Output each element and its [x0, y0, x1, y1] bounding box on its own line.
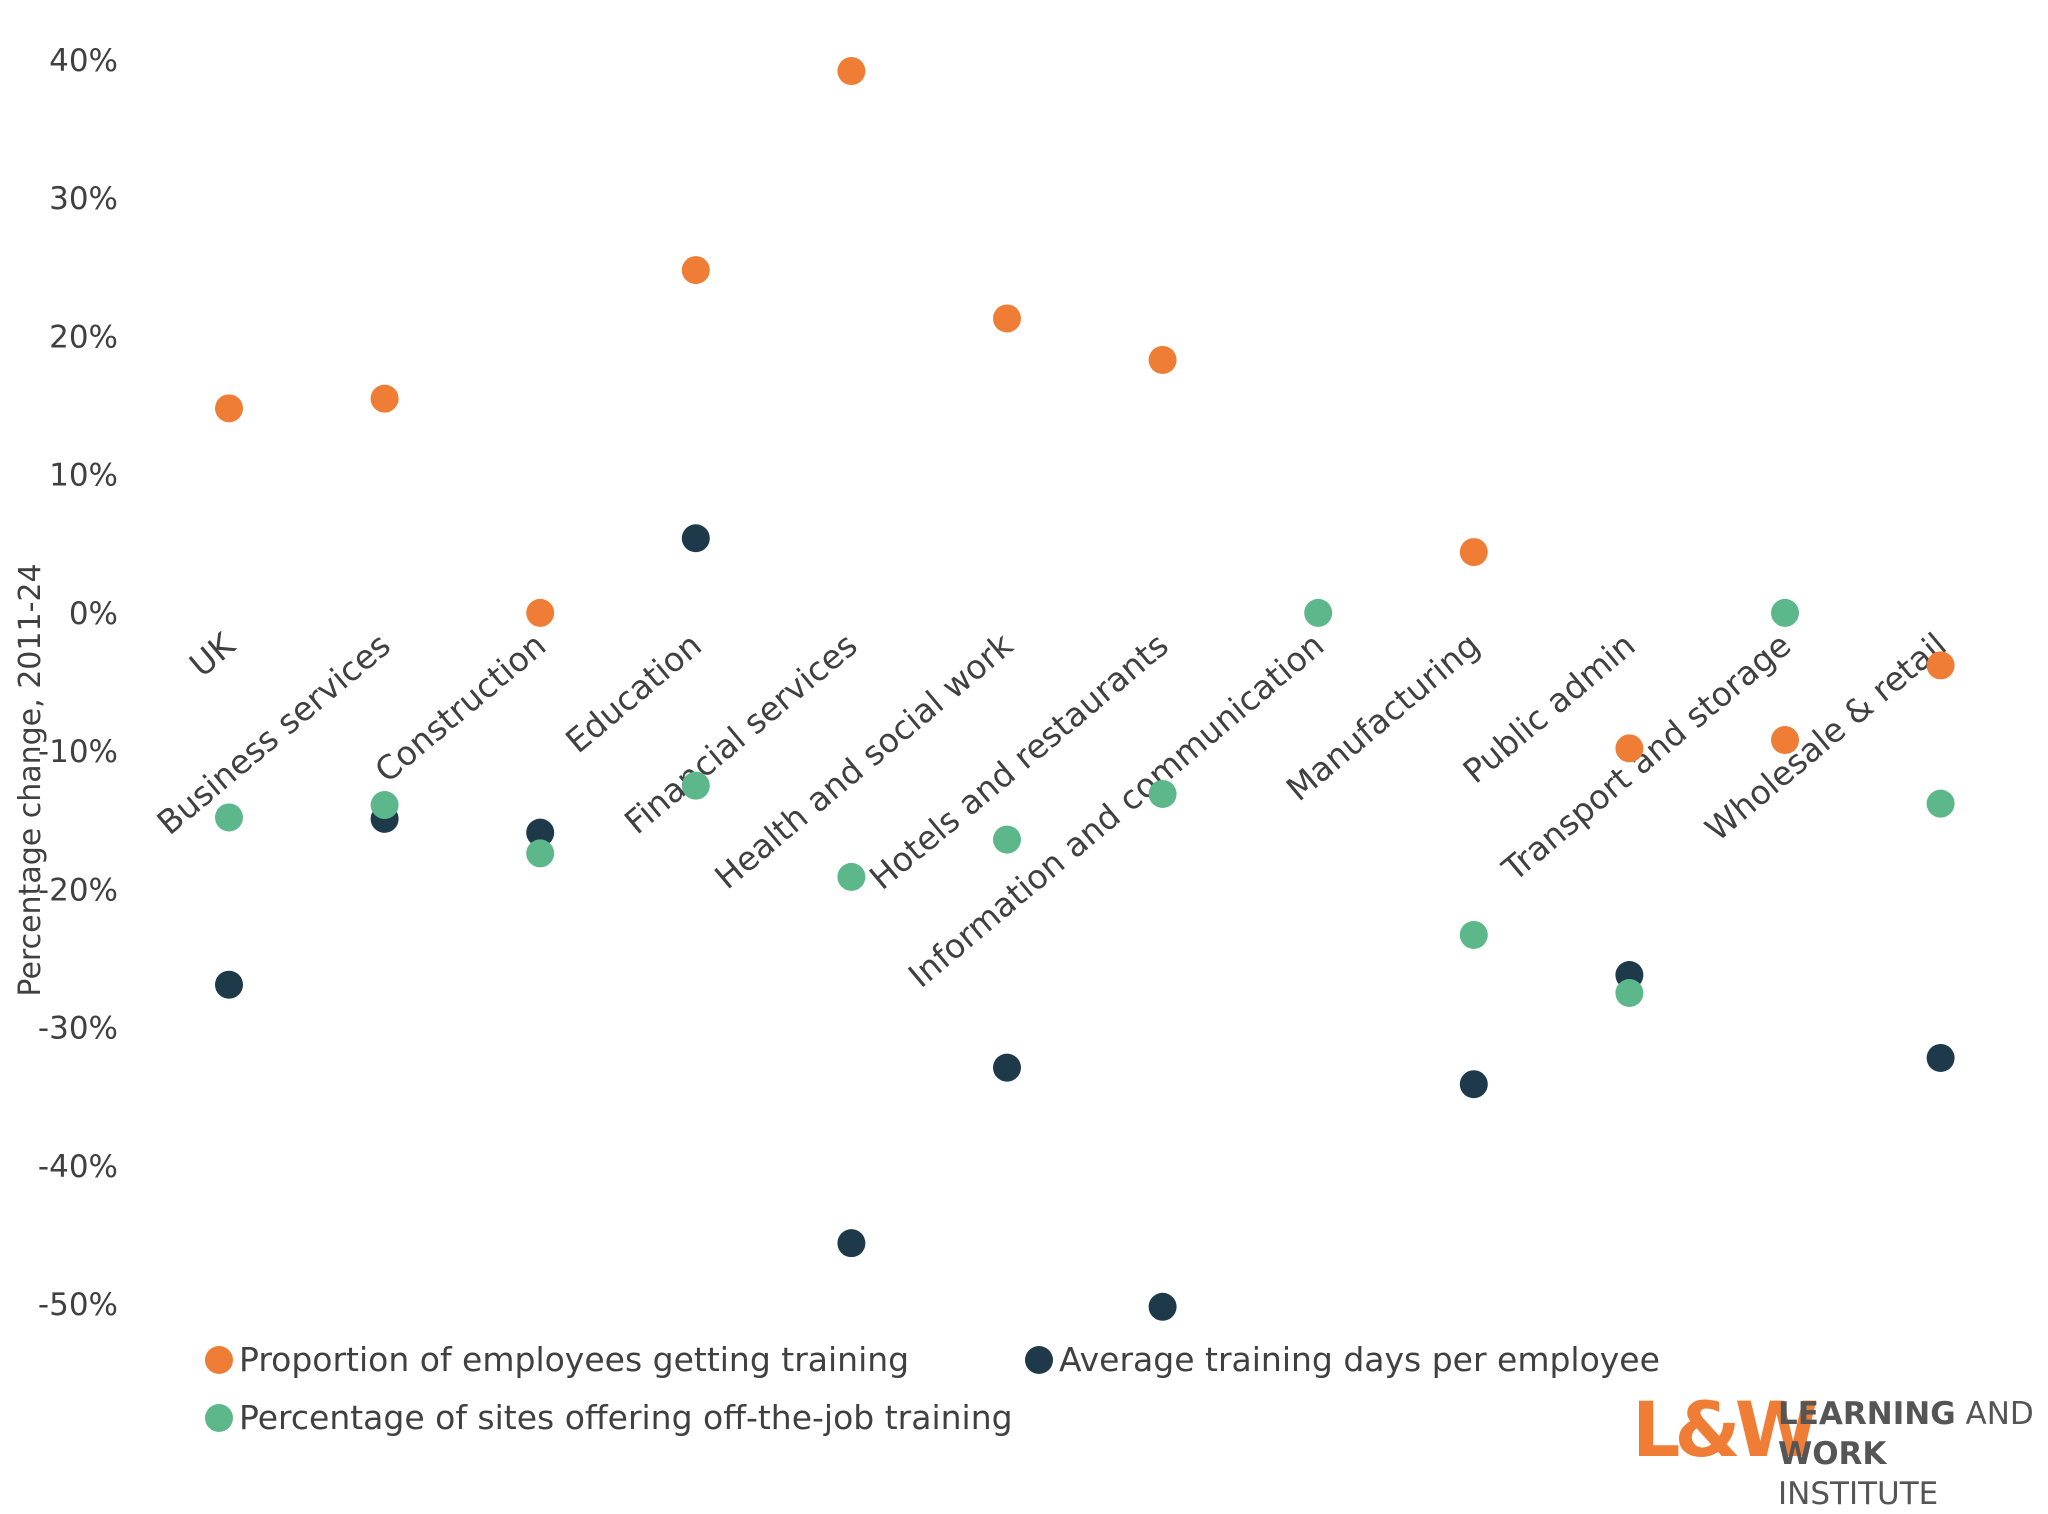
logo-line2-rest: INSTITUTE	[1778, 1476, 1939, 1512]
logo-line1-bold: LEARNING	[1778, 1396, 1956, 1432]
legend-swatch	[1025, 1345, 1053, 1374]
data-points	[215, 57, 1955, 1321]
logo: L&W LEARNING AND WORK INSTITUTE	[1632, 1385, 2042, 1513]
data-point-series-3	[370, 791, 399, 820]
data-point-series-1	[370, 384, 399, 413]
data-point-series-3	[526, 839, 555, 868]
y-tick-label: 40%	[49, 43, 118, 79]
data-point-series-1	[1926, 651, 1955, 680]
category-label: Health and social work	[707, 625, 1021, 897]
logo-line2-bold: WORK	[1778, 1436, 1887, 1472]
y-tick-label: -20%	[38, 872, 118, 908]
y-tick-label: -50%	[38, 1287, 118, 1323]
y-tick-label: 20%	[49, 319, 118, 355]
data-point-series-1	[993, 304, 1021, 333]
data-point-series-2	[526, 818, 555, 847]
category-label: UK	[182, 624, 243, 684]
data-point-series-3	[215, 803, 243, 832]
category-label: Hotels and restaurants	[862, 625, 1176, 897]
logo-mark: L&W	[1632, 1385, 1819, 1474]
legend-label: Percentage of sites offering off-the-job…	[239, 1398, 1013, 1437]
y-tick-label: 10%	[49, 458, 118, 494]
y-tick-label: -10%	[38, 734, 118, 770]
data-point-series-1	[1459, 538, 1488, 567]
data-point-series-2	[1459, 1070, 1488, 1099]
y-tick-label: 30%	[49, 181, 118, 217]
logo-text: LEARNING AND WORK INSTITUTE	[1778, 1394, 2042, 1514]
logo-line1-rest: AND	[1955, 1396, 2034, 1432]
y-tick-label: 0%	[69, 596, 118, 632]
data-point-series-3	[1771, 598, 1799, 627]
category-label: Transport and storage	[1494, 625, 1798, 889]
data-point-series-2	[215, 970, 243, 999]
y-tick-label: -30%	[38, 1011, 118, 1047]
category-label: Construction	[367, 625, 553, 790]
y-tick-labels: 40% 30% 20% 10% 0% -10% -20% -30% -40% -50%	[38, 43, 118, 1323]
y-tick-label: -40%	[38, 1149, 118, 1185]
data-point-series-1	[1771, 726, 1799, 755]
data-point-series-3	[681, 771, 710, 800]
data-point-series-3	[837, 862, 866, 891]
data-point-series-3	[1459, 920, 1488, 949]
data-point-series-2	[993, 1053, 1021, 1082]
data-point-series-2	[1926, 1043, 1955, 1072]
data-point-series-1	[1148, 345, 1177, 374]
data-point-series-1	[526, 598, 555, 627]
data-point-series-1	[681, 256, 710, 285]
data-point-series-3	[1615, 979, 1644, 1007]
legend-item: Average training days per employee	[1025, 1340, 1660, 1379]
legend-label: Proportion of employees getting training	[239, 1340, 910, 1379]
legend-item: Percentage of sites offering off-the-job…	[205, 1398, 1013, 1437]
data-point-series-3	[1304, 598, 1333, 627]
legend-item: Proportion of employees getting training	[205, 1340, 909, 1379]
legend-swatch	[205, 1403, 233, 1432]
data-point-series-2	[837, 1229, 866, 1258]
data-point-series-3	[1926, 789, 1955, 818]
y-axis-title: Percentage change, 2011-24	[13, 563, 48, 996]
legend-swatch	[205, 1345, 233, 1374]
data-point-series-2	[681, 524, 710, 553]
legend-label: Average training days per employee	[1059, 1340, 1660, 1379]
data-point-series-1	[837, 57, 866, 86]
data-point-series-3	[1148, 779, 1177, 808]
data-point-series-1	[215, 394, 243, 423]
category-label: Education	[558, 625, 709, 760]
data-point-series-3	[993, 825, 1021, 854]
data-point-series-1	[1615, 734, 1644, 763]
data-point-series-2	[1148, 1292, 1177, 1321]
